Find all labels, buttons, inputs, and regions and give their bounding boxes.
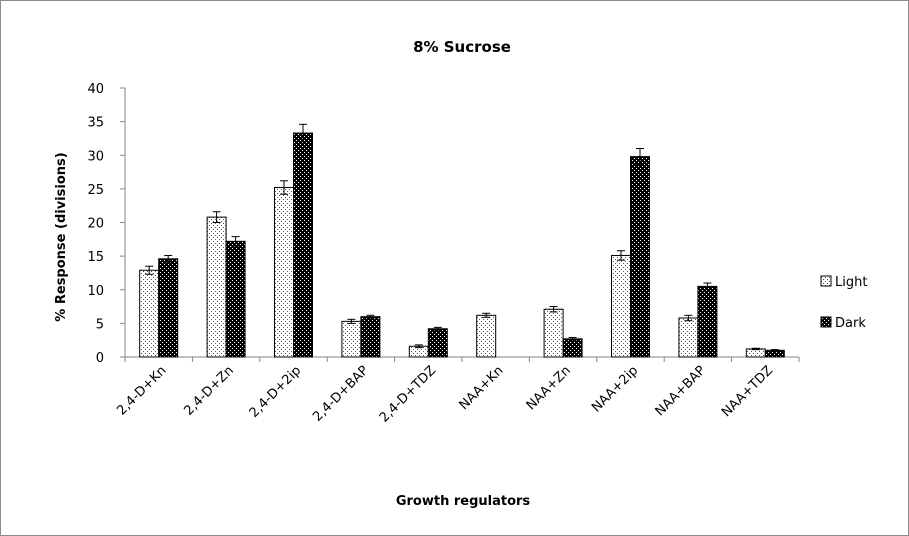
y-tick-label: 20 [87,217,104,232]
legend-label-light: Light [835,275,867,290]
legend: Light Dark [820,275,867,331]
bar-light [274,187,294,358]
bar-dark [158,258,179,358]
bar-light [341,320,362,358]
bar-light [476,314,497,358]
bar-dark [225,240,246,358]
x-tick-label: 2,4-D+BAP [310,363,372,425]
chart-title: 8% Sucrose [413,38,511,56]
bar-dark [630,156,650,358]
bars [139,132,785,358]
bar-dark [562,338,583,358]
bar-light [139,269,160,358]
bar-dark [697,285,718,358]
x-ticks: 2,4-D+Kn 2,4-D+Zn 2,4-D+2ip 2,4-D+BAP 2,4-D+… [114,357,800,426]
x-tick-label: 2,4-D+Kn [114,363,169,418]
x-tick-label: NAA+2ip [589,363,641,415]
bar-dark [293,132,313,358]
y-axis-label: % Response (divisions) [54,152,69,321]
y-ticks: 0 5 10 15 20 25 30 35 40 [87,82,125,366]
bar-light [678,317,699,358]
bar-dark [427,328,448,358]
legend-swatch-dark [820,316,832,328]
x-tick-label: NAA+TDZ [719,363,776,420]
bar-dark [360,316,381,358]
y-tick-label: 35 [87,116,104,131]
legend-label-dark: Dark [835,316,866,331]
y-tick-label: 5 [96,317,104,332]
legend-swatch-light [820,275,832,287]
y-tick-label: 25 [87,183,104,198]
error-bars [145,123,779,352]
bar-light [745,348,766,358]
bar-light [611,254,631,358]
x-tick-label: NAA+Kn [457,363,507,413]
x-tick-label: 2,4-D+Zn [181,363,236,418]
y-tick-label: 10 [87,284,104,299]
x-tick-label: 2,4-D+TDZ [377,363,439,425]
bar-light [543,308,564,358]
x-tick-label: 2,4-D+2ip [247,363,305,421]
x-axis-label: Growth regulators [396,494,531,509]
y-tick-label: 15 [87,250,104,265]
x-tick-label: NAA+BAP [653,363,709,419]
y-tick-label: 0 [96,351,104,366]
y-tick-label: 30 [87,149,104,164]
x-tick-label: NAA+Zn [524,363,574,413]
y-tick-label: 40 [87,82,104,97]
bar-light [206,216,227,358]
